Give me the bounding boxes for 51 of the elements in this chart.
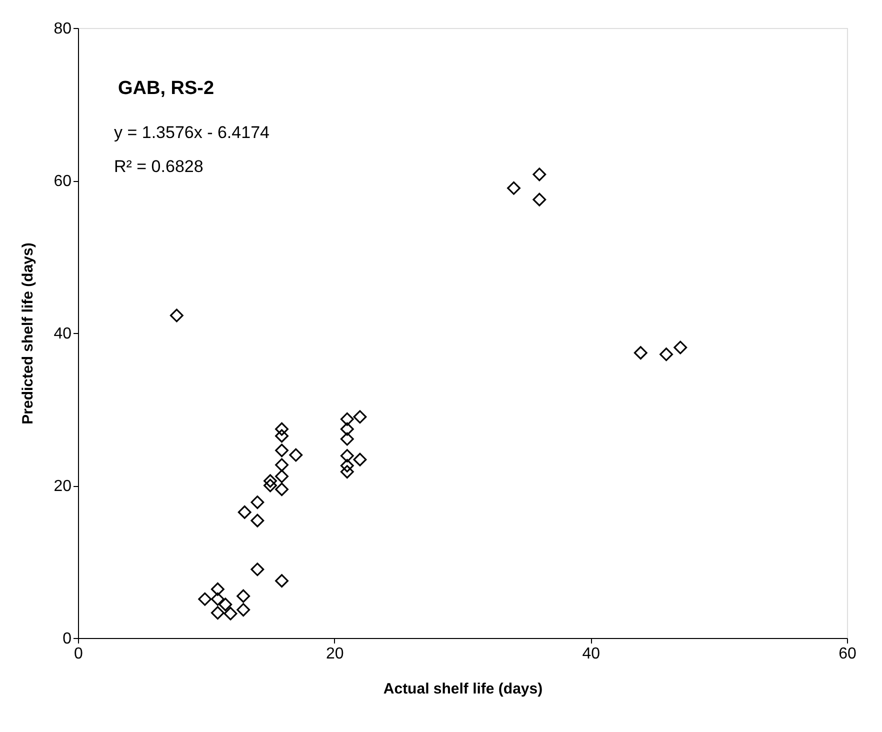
y-tick-label: 40 xyxy=(54,326,72,342)
point xyxy=(275,458,288,472)
y-tick-label: 20 xyxy=(54,478,72,495)
y-tick-label: 80 xyxy=(54,20,72,38)
point xyxy=(170,308,184,322)
point xyxy=(238,505,252,519)
point xyxy=(674,340,688,354)
annotation: y = 1.3576x - 6.4174 xyxy=(114,123,270,142)
point xyxy=(210,606,224,620)
x-tick-label: 0 xyxy=(74,646,84,662)
point xyxy=(532,192,546,206)
point xyxy=(218,598,232,612)
point xyxy=(340,458,354,472)
point xyxy=(236,603,250,617)
point xyxy=(275,429,288,443)
x-tick-label: 60 xyxy=(838,646,856,662)
point xyxy=(275,482,288,496)
point xyxy=(340,449,354,462)
point xyxy=(275,574,288,588)
point xyxy=(340,432,354,446)
point xyxy=(340,465,354,478)
point xyxy=(250,562,264,576)
point xyxy=(532,168,546,182)
point xyxy=(264,478,277,492)
point xyxy=(275,422,288,436)
y-axis-title: Predicted shelf life (days) xyxy=(20,242,37,424)
point xyxy=(236,589,250,603)
point xyxy=(250,514,264,528)
annotation: R² = 0.6828 xyxy=(114,157,204,176)
point xyxy=(275,444,288,458)
point xyxy=(275,470,288,484)
point xyxy=(289,448,303,462)
point xyxy=(210,592,224,606)
point xyxy=(353,452,367,466)
x-tick-label: 40 xyxy=(582,646,600,662)
point xyxy=(250,496,264,509)
text: GAB, RS-2 xyxy=(118,78,214,99)
x-axis-title: Actual shelf life (days) xyxy=(383,680,543,698)
point xyxy=(224,606,238,620)
point xyxy=(198,592,212,606)
point xyxy=(634,346,648,360)
point xyxy=(340,412,354,426)
y-tick-label: 60 xyxy=(54,173,72,190)
point xyxy=(264,474,277,488)
point xyxy=(507,181,520,195)
point xyxy=(340,422,354,436)
x-tick-label: 20 xyxy=(326,646,344,662)
point xyxy=(210,582,224,596)
point xyxy=(660,348,673,362)
y-tick-label: 0 xyxy=(62,630,72,648)
point xyxy=(353,410,367,424)
